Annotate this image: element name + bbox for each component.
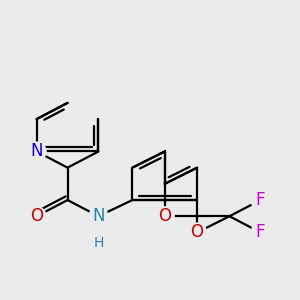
Text: O: O — [158, 207, 171, 225]
Text: O: O — [30, 207, 43, 225]
Circle shape — [251, 190, 270, 209]
Circle shape — [251, 223, 270, 242]
Circle shape — [89, 207, 108, 226]
Text: N: N — [92, 207, 105, 225]
Circle shape — [188, 223, 206, 242]
Text: F: F — [256, 191, 265, 209]
Text: H: H — [93, 236, 104, 250]
Text: F: F — [256, 224, 265, 242]
Circle shape — [89, 233, 108, 252]
Text: N: N — [30, 142, 43, 160]
Circle shape — [27, 142, 46, 161]
Text: O: O — [190, 224, 204, 242]
Circle shape — [155, 207, 174, 226]
Circle shape — [27, 207, 46, 226]
